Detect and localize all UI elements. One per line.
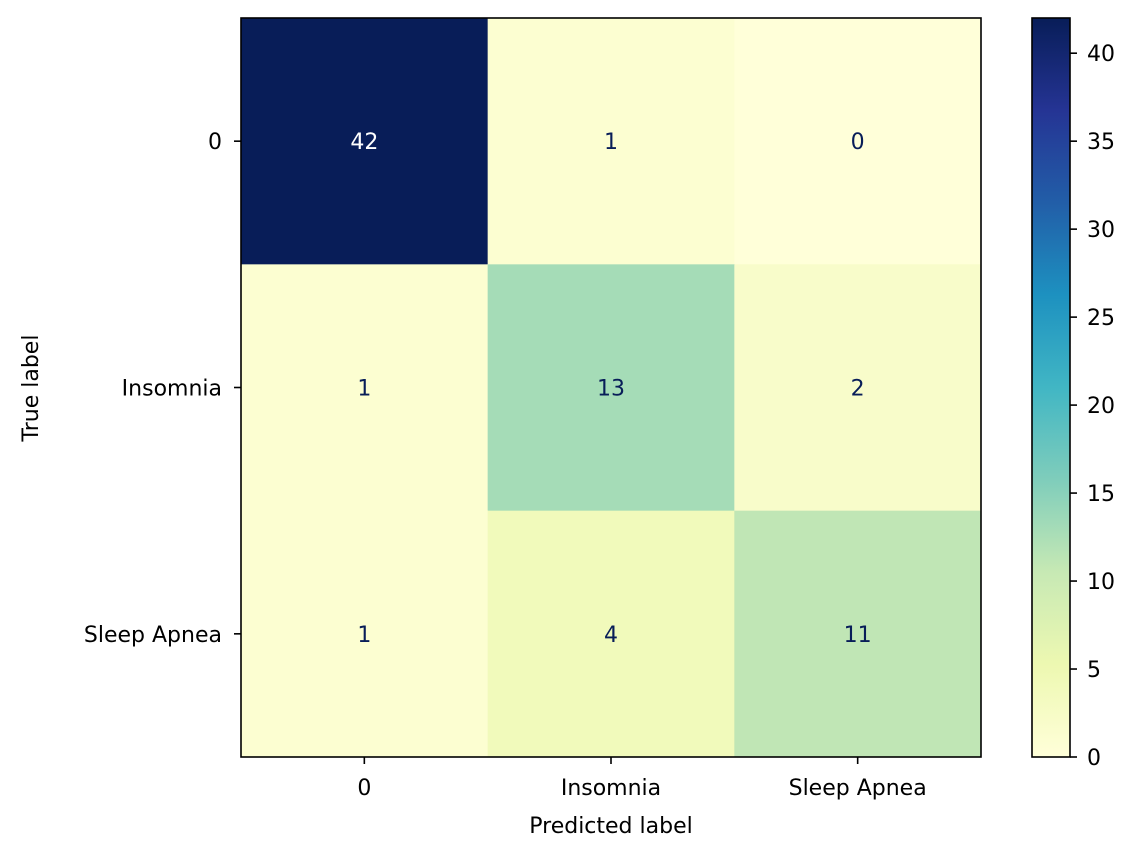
y-axis-ticks: 0 Insomnia Sleep Apnea — [84, 130, 241, 648]
heatmap-cell-r0-c0 — [241, 18, 489, 265]
x-axis-label: Predicted label — [529, 814, 692, 839]
heatmap-cell-r2-c1 — [487, 510, 735, 758]
heatmap-cell-r2-c0 — [241, 510, 489, 758]
x-tick-label: Insomnia — [561, 776, 661, 801]
x-tick-label: Sleep Apnea — [789, 776, 927, 801]
colorbar-tick-label: 10 — [1087, 570, 1115, 595]
heatmap-cell-r2-c2 — [734, 510, 982, 758]
y-tick-label: Sleep Apnea — [84, 623, 222, 648]
cell-value-r0-c1: 1 — [604, 130, 618, 155]
y-tick-label: 0 — [208, 130, 222, 155]
colorbar-tick-label: 30 — [1087, 218, 1115, 243]
heatmap-cell-r1-c0 — [241, 264, 489, 512]
cell-value-r0-c2: 0 — [851, 130, 865, 155]
cell-value-r0-c0: 42 — [350, 130, 378, 155]
colorbar — [1031, 17, 1071, 758]
y-axis-label: True label — [19, 335, 44, 443]
cell-value-labels: 42 1 0 1 13 2 1 4 11 — [350, 130, 871, 648]
colorbar-tick-label: 40 — [1087, 42, 1115, 67]
cell-value-r2-c1: 4 — [604, 623, 618, 648]
cell-value-r2-c2: 11 — [844, 623, 872, 648]
colorbar-tick-label: 35 — [1087, 130, 1115, 155]
colorbar-tick-label: 5 — [1087, 658, 1101, 683]
heatmap-cell-r1-c2 — [734, 264, 982, 512]
cell-value-r2-c0: 1 — [357, 623, 371, 648]
colorbar-tick-label: 15 — [1087, 482, 1115, 507]
colorbar-tick-label: 20 — [1087, 394, 1115, 419]
y-tick-label: Insomnia — [122, 377, 222, 402]
heatmap-cell-r0-c2 — [734, 18, 982, 265]
colorbar-ticks: 0 5 10 15 20 25 30 35 40 — [1070, 42, 1115, 771]
x-tick-label: 0 — [357, 776, 371, 801]
heatmap-cells — [241, 18, 982, 758]
heatmap-cell-r0-c1 — [487, 18, 735, 265]
cell-value-r1-c0: 1 — [357, 377, 371, 402]
colorbar-tick-label: 0 — [1087, 746, 1101, 771]
cell-value-r1-c2: 2 — [851, 377, 865, 402]
cell-value-r1-c1: 13 — [597, 377, 625, 402]
x-axis-ticks: 0 Insomnia Sleep Apnea — [357, 757, 927, 801]
heatmap-cell-r1-c1 — [487, 264, 735, 512]
colorbar-tick-label: 25 — [1087, 306, 1115, 331]
